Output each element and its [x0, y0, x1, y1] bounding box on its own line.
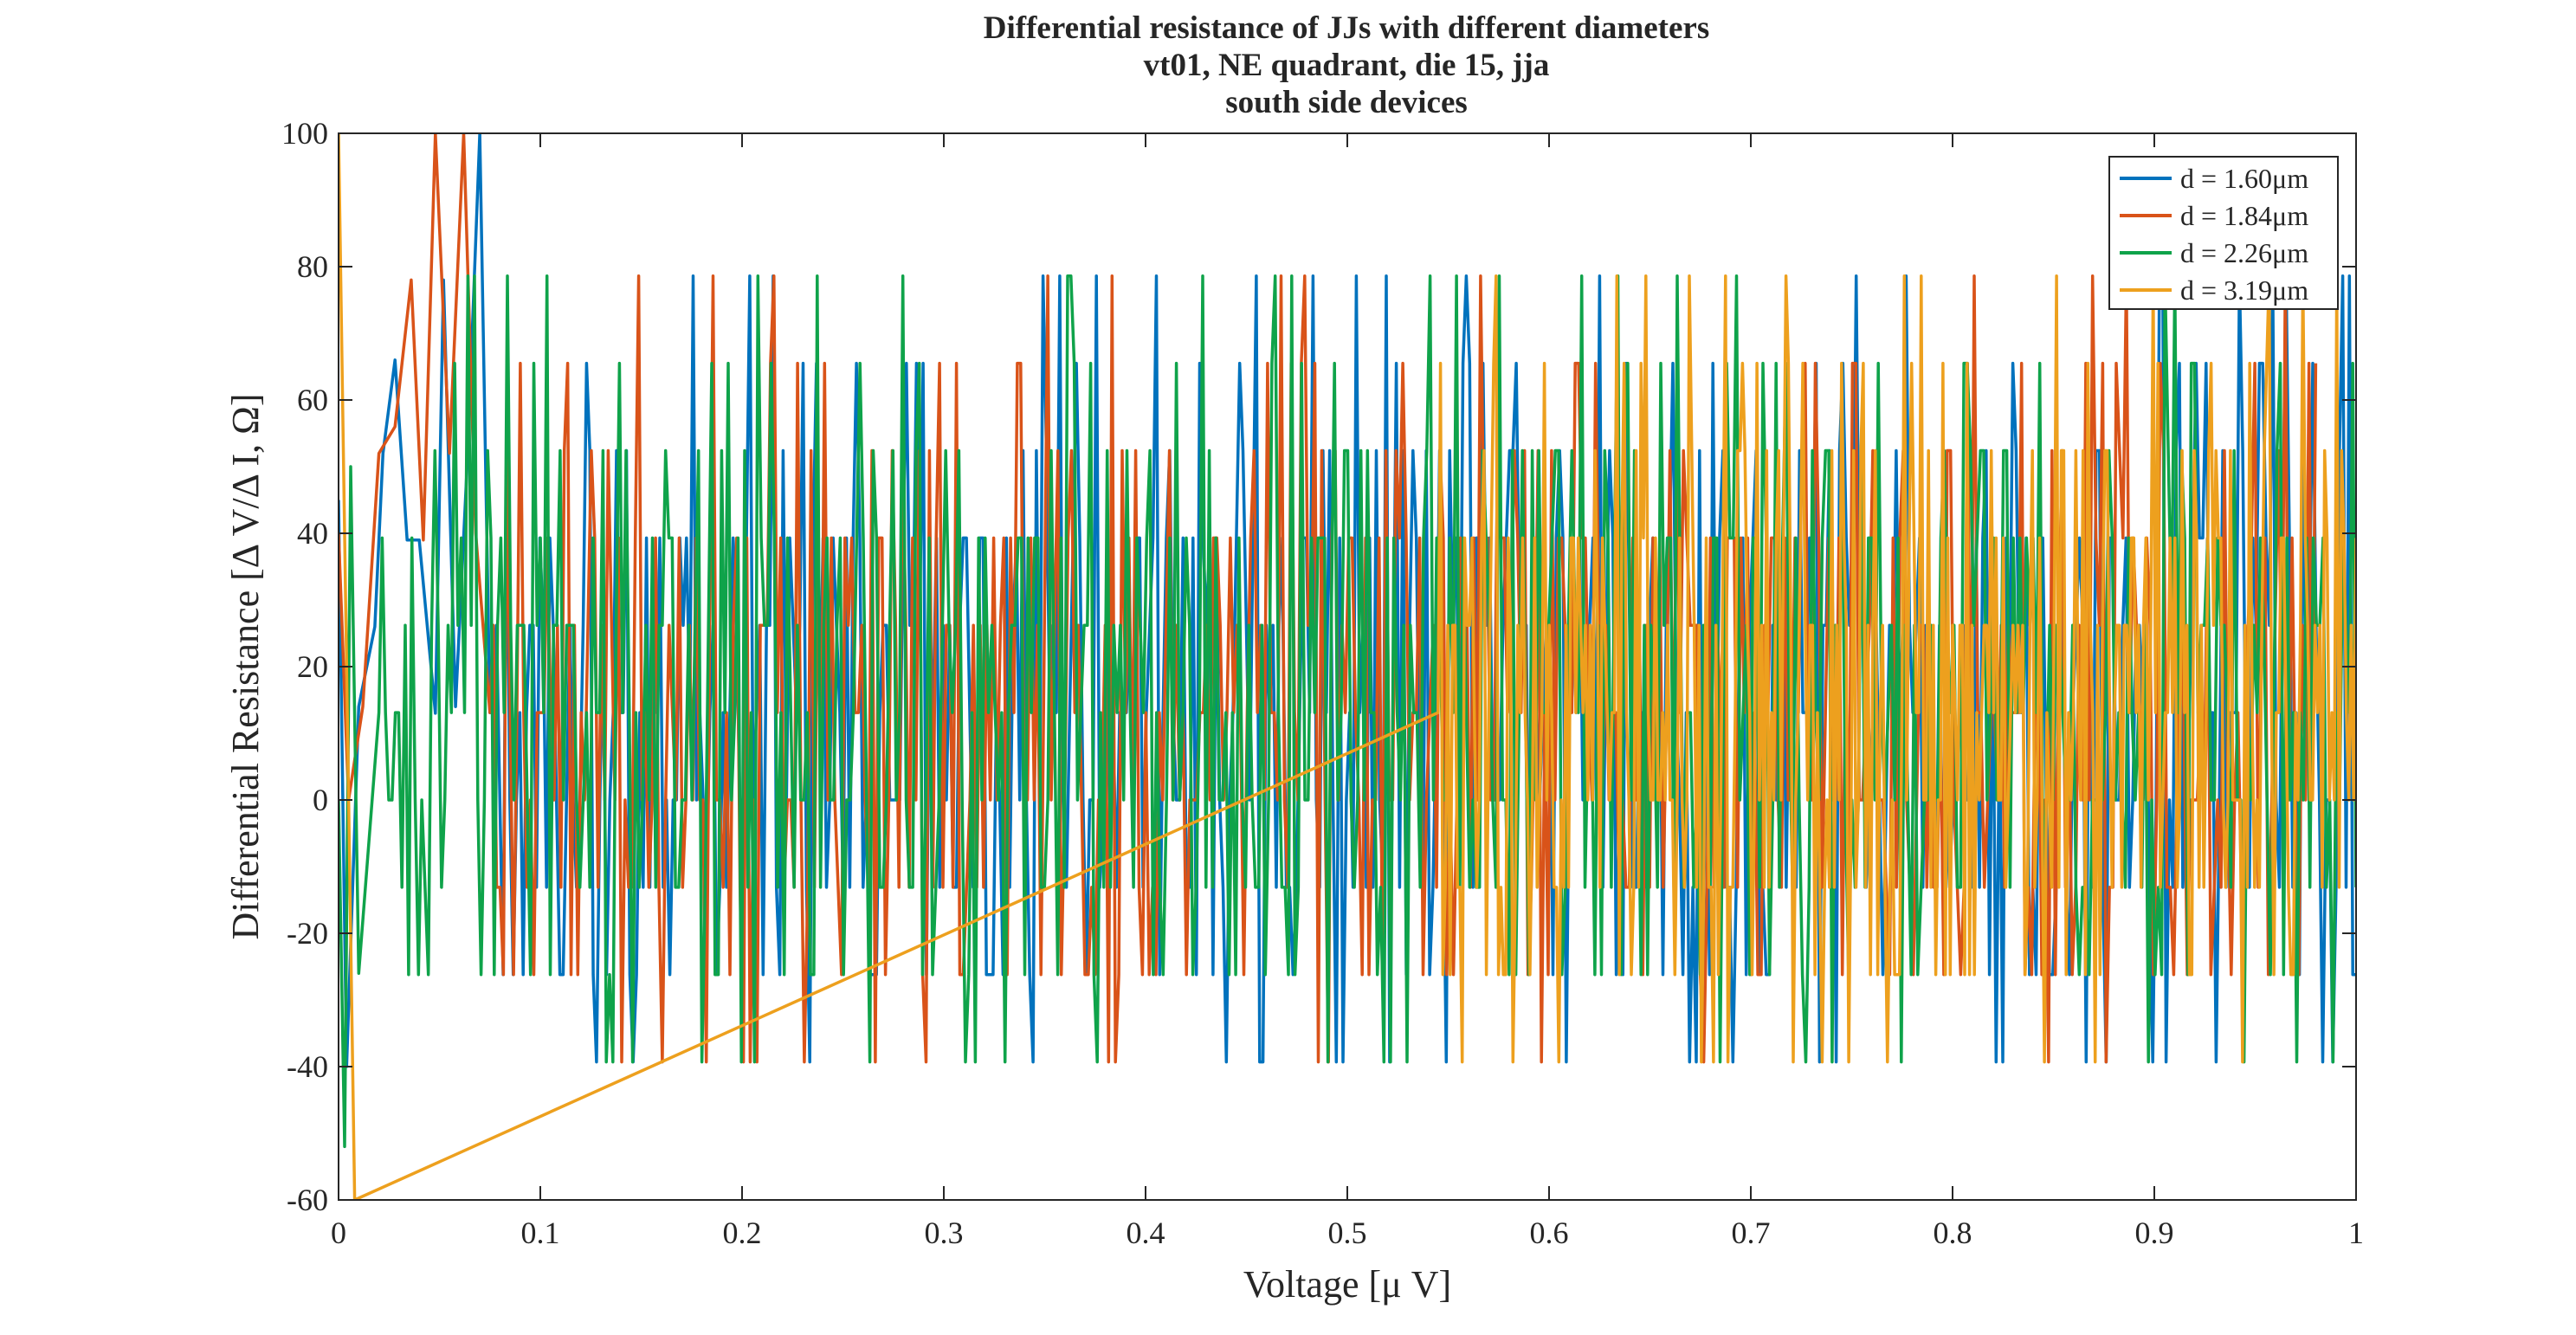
y-tick-label: 60 — [297, 383, 328, 417]
y-tick-label: 80 — [297, 249, 328, 284]
x-tick-label: 0.3 — [925, 1216, 964, 1250]
x-axis-ticks: 0 0.1 0.2 0.3 0.4 0.5 0.6 0.7 0.8 0.9 1 — [331, 133, 2364, 1250]
x-tick-label: 1 — [2348, 1216, 2364, 1250]
legend: d = 1.60μm d = 1.84μm d = 2.26μm d = 3.19μm — [2108, 156, 2339, 310]
y-tick-label: 40 — [297, 516, 328, 551]
series-layer — [339, 133, 2356, 1200]
y-tick-label: 20 — [297, 649, 328, 684]
legend-label-2: d = 1.84μm — [2180, 200, 2308, 231]
chart-title-line-2: vt01, NE quadrant, die 15, jja — [1144, 48, 1550, 83]
y-tick-label: -60 — [287, 1183, 328, 1217]
legend-label-3: d = 2.26μm — [2180, 237, 2308, 268]
y-tick-label: 0 — [313, 783, 328, 817]
x-tick-label: 0.6 — [1530, 1216, 1569, 1250]
legend-label-4: d = 3.19μm — [2180, 274, 2308, 306]
x-tick-label: 0.1 — [521, 1216, 560, 1250]
x-tick-label: 0.7 — [1732, 1216, 1771, 1250]
legend-label-1: d = 1.60μm — [2180, 163, 2308, 194]
x-tick-label: 0.5 — [1328, 1216, 1367, 1250]
y-tick-label: -40 — [287, 1049, 328, 1084]
x-tick-label: 0.8 — [1934, 1216, 1972, 1250]
legend-box — [2108, 156, 2339, 310]
chart-title-line-3: south side devices — [1225, 85, 1468, 120]
chart-title-line-1: Differential resistance of JJs with diff… — [984, 10, 1709, 46]
x-tick-label: 0.9 — [2135, 1216, 2174, 1250]
y-tick-label: 100 — [281, 116, 328, 151]
x-axis-label: Voltage [μ V] — [1243, 1263, 1451, 1306]
x-tick-label: 0.2 — [723, 1216, 762, 1250]
x-tick-label: 0.4 — [1127, 1216, 1165, 1250]
y-axis-label: Differential Resistance [Δ V/Δ I, Ω] — [224, 394, 267, 940]
y-tick-label: -20 — [287, 916, 328, 951]
series-line-4 — [339, 133, 2356, 1200]
x-tick-label: 0 — [331, 1216, 346, 1250]
y-axis-ticks: -60 -40 -20 0 20 40 60 80 100 — [281, 116, 2356, 1217]
